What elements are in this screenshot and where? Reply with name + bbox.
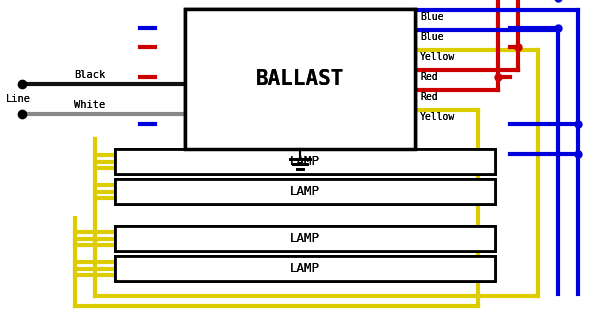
- Bar: [115, 179, 495, 204]
- Text: White: White: [74, 100, 106, 110]
- Text: Line: Line: [6, 94, 31, 104]
- Text: Yellow: Yellow: [420, 52, 455, 62]
- Bar: [115, 256, 495, 281]
- Text: Yellow: Yellow: [420, 112, 455, 122]
- Text: LAMP: LAMP: [290, 232, 320, 245]
- Text: Black: Black: [74, 70, 106, 80]
- Text: BALLAST: BALLAST: [256, 69, 344, 89]
- Text: BALLAST: BALLAST: [256, 69, 344, 89]
- Text: LAMP: LAMP: [290, 155, 320, 168]
- Text: Red: Red: [420, 92, 437, 102]
- Text: White: White: [74, 100, 106, 110]
- Text: Line: Line: [6, 94, 31, 104]
- Text: LAMP: LAMP: [290, 262, 320, 275]
- Text: Blue: Blue: [420, 32, 443, 42]
- Bar: [115, 226, 495, 251]
- Text: Red: Red: [420, 72, 437, 82]
- Bar: [115, 149, 495, 174]
- Text: LAMP: LAMP: [290, 185, 320, 198]
- Text: LAMP: LAMP: [290, 262, 320, 275]
- Text: Blue: Blue: [420, 12, 443, 22]
- Text: Red: Red: [420, 72, 437, 82]
- Bar: [185, 9, 415, 149]
- Bar: [115, 149, 495, 174]
- Text: Blue: Blue: [420, 32, 443, 42]
- Text: Red: Red: [420, 92, 437, 102]
- Bar: [115, 256, 495, 281]
- Text: LAMP: LAMP: [290, 155, 320, 168]
- Text: Yellow: Yellow: [420, 52, 455, 62]
- Text: Black: Black: [74, 70, 106, 80]
- Text: LAMP: LAMP: [290, 232, 320, 245]
- Text: LAMP: LAMP: [290, 185, 320, 198]
- Bar: [115, 179, 495, 204]
- Text: Blue: Blue: [420, 12, 443, 22]
- Text: Yellow: Yellow: [420, 112, 455, 122]
- Bar: [185, 9, 415, 149]
- Bar: [115, 226, 495, 251]
